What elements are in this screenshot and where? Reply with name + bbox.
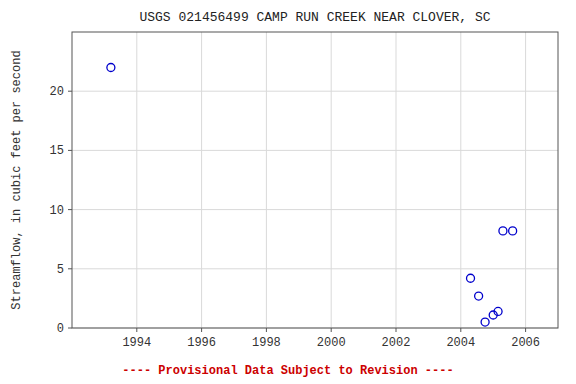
y-tick	[68, 150, 72, 151]
y-tick-label: 5	[57, 263, 64, 277]
y-tick	[68, 209, 72, 210]
x-tick	[266, 328, 267, 332]
y-tick-label: 15	[50, 144, 64, 158]
data-point	[509, 227, 517, 235]
x-tick-label: 2000	[317, 336, 346, 350]
provisional-note: ---- Provisional Data Subject to Revisio…	[122, 364, 453, 378]
plot-frame	[72, 32, 558, 328]
y-tick	[68, 91, 72, 92]
x-tick	[396, 328, 397, 332]
points	[107, 64, 517, 327]
y-tick	[68, 328, 72, 329]
x-grid-line	[201, 32, 202, 328]
x-tick-label: 2004	[446, 336, 475, 350]
grid	[72, 32, 558, 328]
x-grid-line	[266, 32, 267, 328]
data-point	[107, 64, 115, 72]
y-grid-line	[72, 91, 558, 92]
chart-title: USGS 021456499 CAMP RUN CREEK NEAR CLOVE…	[139, 10, 490, 25]
x-tick-label: 1998	[252, 336, 281, 350]
x-grid-line	[331, 32, 332, 328]
y-tick	[68, 268, 72, 269]
x-grid-line	[460, 32, 461, 328]
x-grid-line	[136, 32, 137, 328]
y-tick-label: 10	[50, 204, 64, 218]
y-tick-label: 20	[50, 85, 64, 99]
y-grid-line	[72, 150, 558, 151]
x-tick	[201, 328, 202, 332]
x-tick-label: 1994	[122, 336, 151, 350]
x-grid-line	[396, 32, 397, 328]
x-tick-label: 2006	[511, 336, 540, 350]
data-point	[481, 318, 489, 326]
x-tick-label: 2002	[382, 336, 411, 350]
x-tick-label: 1996	[187, 336, 216, 350]
chart-container: 1994 1996 1998 2000 2002 2004 2006 0 5 10 15 20 USGS…	[0, 0, 576, 384]
data-point	[499, 227, 507, 235]
data-point	[475, 292, 483, 300]
x-tick	[136, 328, 137, 332]
page-body: {"chart_data": {"type": "scatter", "titl…	[0, 0, 576, 384]
y-axis-label: Streamflow, in cubic feet per second	[10, 50, 24, 309]
x-tick	[460, 328, 461, 332]
x-tick	[331, 328, 332, 332]
y-tick-label: 0	[57, 322, 64, 336]
y-grid-line	[72, 209, 558, 210]
axes: 1994 1996 1998 2000 2002 2004 2006 0 5 10 15 20	[50, 85, 540, 350]
y-grid-line	[72, 268, 558, 269]
x-grid-line	[525, 32, 526, 328]
chart-svg: 1994 1996 1998 2000 2002 2004 2006 0 5 10 15 20 USGS…	[0, 0, 576, 384]
data-point	[494, 307, 502, 315]
data-point	[467, 274, 475, 282]
plot-background	[72, 32, 558, 328]
x-tick	[525, 328, 526, 332]
